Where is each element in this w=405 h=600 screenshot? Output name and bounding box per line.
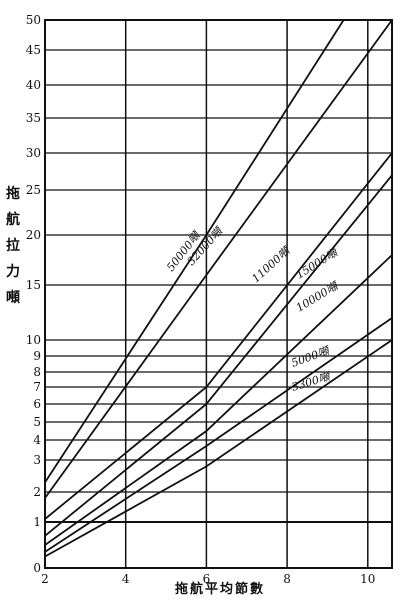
x-tick-label: 2	[41, 572, 49, 586]
series-line	[44, 339, 393, 558]
y-axis-label-char: 噸	[6, 289, 20, 306]
y-tick-label: 50	[26, 13, 41, 27]
x-tick-label: 8	[283, 572, 291, 586]
y-tick-label: 3	[33, 453, 41, 467]
y-tick-label: 7	[33, 380, 41, 394]
series-line	[44, 317, 393, 553]
y-tick-label: 25	[26, 183, 41, 197]
x-tick-label: 4	[122, 572, 130, 586]
y-tick-label: 4	[33, 433, 41, 447]
y-axis-label-char: 拉	[6, 237, 20, 254]
y-axis-label-char: 航	[6, 211, 20, 228]
y-axis-label-char: 力	[6, 263, 20, 280]
y-tick-label: 15	[26, 278, 41, 292]
y-tick-label: 8	[33, 365, 41, 379]
series-line	[44, 174, 393, 537]
x-tick-label: 10	[360, 572, 375, 586]
y-tick-label: 0	[33, 561, 41, 575]
y-tick-label: 20	[26, 228, 41, 242]
x-axis-ticks: 2 4 6 8 10	[41, 572, 375, 586]
y-tick-label: 2	[33, 485, 41, 499]
plot-frame	[44, 19, 393, 569]
series-line	[44, 19, 345, 483]
y-tick-label: 9	[33, 349, 41, 363]
y-axis-label-char: 拖	[6, 185, 20, 202]
series-line	[44, 19, 393, 499]
x-tick-label: 6	[203, 572, 211, 586]
y-tick-label: 10	[26, 333, 41, 347]
y-tick-label: 6	[33, 397, 41, 411]
series-lines	[44, 19, 393, 558]
y-tick-label: 1	[33, 515, 41, 529]
series-line	[44, 152, 393, 520]
y-tick-label: 35	[26, 111, 41, 125]
y-tick-label: 45	[26, 43, 41, 57]
y-tick-label: 40	[26, 78, 41, 92]
y-tick-label: 5	[33, 415, 41, 429]
x-axis-label: 拖航平均節數	[175, 581, 265, 597]
series-line	[44, 254, 393, 546]
y-tick-label: 30	[26, 146, 41, 160]
